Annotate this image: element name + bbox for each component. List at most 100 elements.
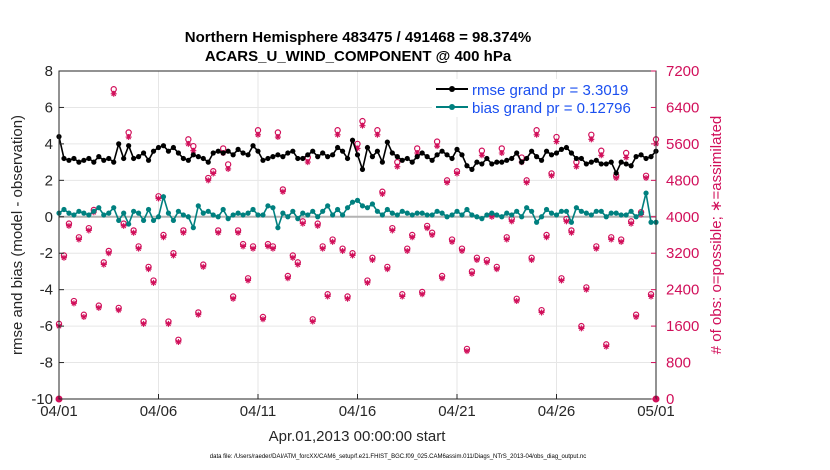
bias-point [548,210,555,216]
obs-assimilated-marker [359,122,366,129]
bias-point [514,208,520,214]
bias-point [369,201,376,207]
bias-point [121,210,127,216]
bias-point [275,225,281,231]
obs-assimilated-marker [478,152,485,159]
bias-point [593,208,599,214]
bias-point [136,210,142,216]
bias-point [280,210,286,216]
bias-point [344,205,351,211]
obs-assimilated-marker [528,257,535,264]
obs-assimilated-marker [374,131,381,138]
bias-point [190,225,196,231]
bias-point [364,205,371,211]
bias-point [633,214,639,220]
rmse-point [320,150,326,156]
bias-point [270,205,276,211]
rmse-point [250,143,256,149]
rmse-point [548,152,555,158]
rmse-point [160,143,167,149]
bias-point [449,212,455,218]
obs-assimilated-marker [463,348,470,355]
rmse-point [449,155,455,162]
rmse-point [165,148,172,154]
obs-assimilated-marker [175,339,182,346]
bias-point [150,217,157,224]
bias-point [509,212,515,218]
rmse-point [374,148,380,154]
x-tick-label: 04/16 [339,403,377,420]
bias-point [145,206,152,213]
obs-assimilated-marker [344,295,351,302]
rmse-point [175,150,181,156]
rmse-point [479,161,485,167]
bias-point [454,208,460,214]
obs-assimilated-marker [419,291,426,298]
data-file-footnote: data file: /Users/raeder/DAI/ATM_forcXX/… [210,454,586,460]
bias-point [170,217,177,224]
obs-assimilated-marker [434,143,441,150]
rmse-point [509,155,515,162]
rmse-point [325,154,331,160]
chart-title-line-2: ACARS_U_WIND_COMPONENT @ 400 hPa [205,48,512,65]
obs-assimilated-marker [185,140,192,147]
rmse-point [369,154,376,160]
right-tick-label: 800 [666,355,691,372]
obs-assimilated-marker [449,238,456,245]
obs-assimilated-marker [454,170,460,177]
rmse-point [588,159,594,165]
bias-point [354,197,361,203]
rmse-point [200,155,206,162]
obs-assimilated-marker [165,320,172,327]
obs-assimilated-marker [240,243,247,250]
rmse-point [335,144,341,151]
obs-assimilated-marker [389,227,396,234]
rmse-point [384,139,390,145]
bias-point [91,208,97,214]
bias-point [260,212,266,218]
obs-assimilated-marker [140,320,147,327]
bias-point [618,212,624,218]
rmse-point [489,161,495,167]
bias-point [330,212,336,218]
rmse-point [623,161,629,167]
rmse-point [439,148,445,154]
rmse-point [494,159,500,165]
bias-point [439,210,445,216]
bias-point [499,214,505,220]
obs-assimilated-marker [404,247,411,254]
bias-point [66,210,72,216]
legend-rmse-label: rmse grand pr = 3.3019 [472,82,628,99]
bias-point [76,208,82,214]
bias-point [394,212,400,218]
bias-point [126,221,132,227]
bias-point [429,212,435,218]
rmse-point [524,155,530,162]
obs-assimilated-marker [225,165,232,172]
left-tick-label: 6 [45,99,53,116]
obs-assimilated-marker [70,300,77,307]
bias-point [335,206,341,213]
obs-assimilated-marker [583,286,590,293]
rmse-series [56,134,659,176]
bias-point [494,212,500,218]
rmse-point [573,155,580,162]
rmse-point [633,154,639,160]
rmse-point [170,144,177,151]
obs-assimilated-marker [578,325,585,332]
bias-point [240,212,246,218]
rmse-point [285,150,291,156]
bias-point [374,208,380,214]
bias-point [529,208,535,214]
bias-point [628,208,634,214]
rmse-point [270,154,276,160]
rmse-point [529,148,535,154]
obs-assimilated-marker [150,279,157,286]
bias-point [205,208,211,214]
bias-point [399,208,405,214]
bias-point [558,208,565,214]
obs-assimilated-marker [568,229,575,236]
left-tick-label: -8 [40,355,53,372]
obs-assimilated-marker [120,222,127,229]
x-axis-label: Apr.01,2013 00:00:00 start [269,428,447,445]
